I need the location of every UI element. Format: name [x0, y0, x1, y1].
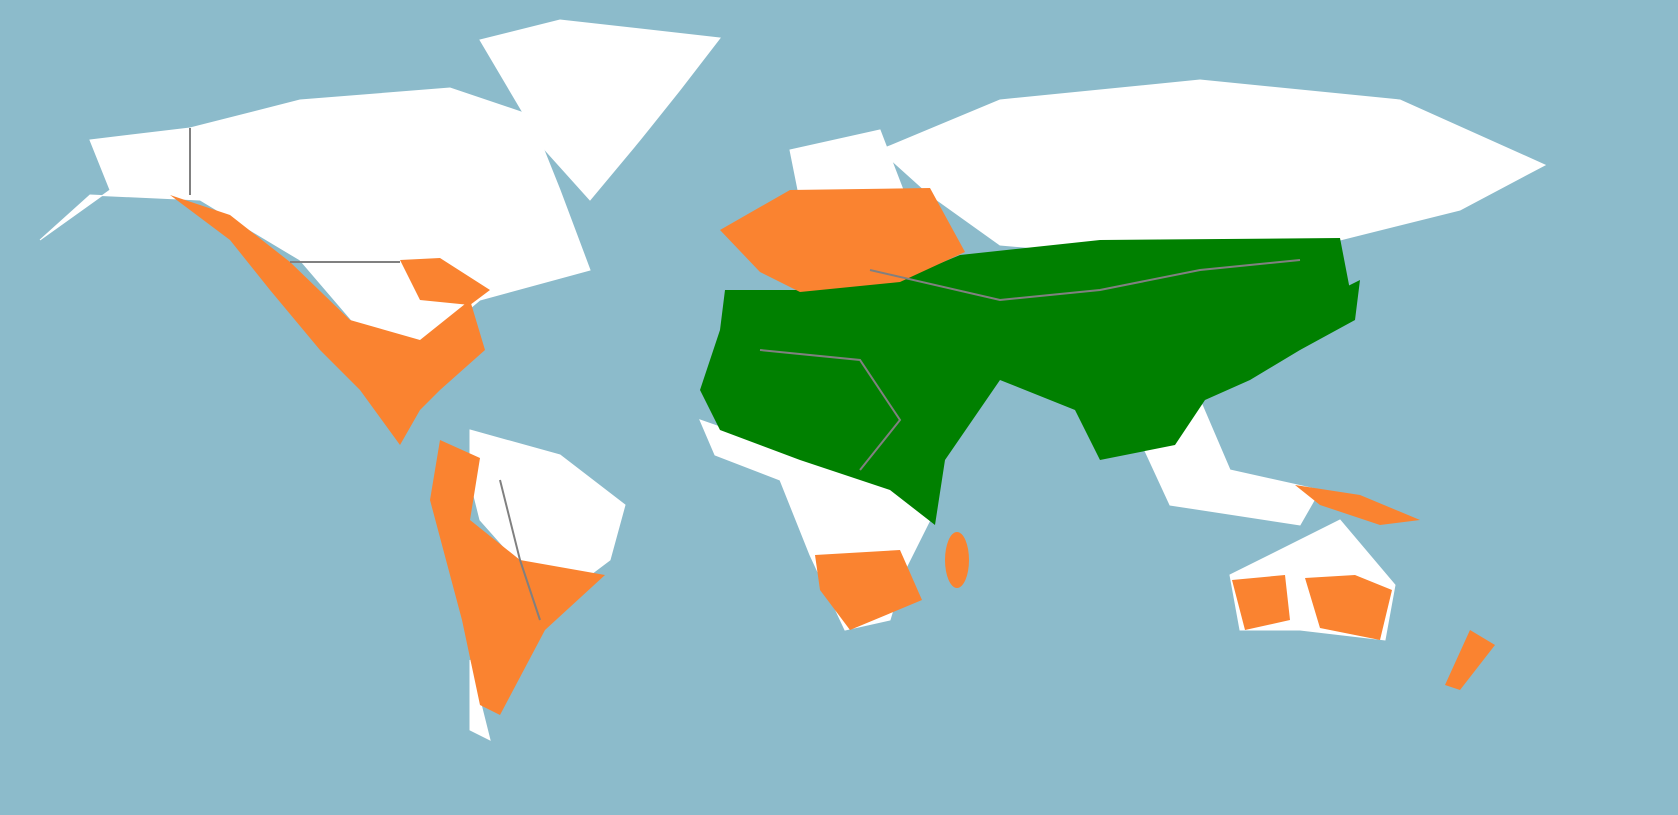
orange-regions	[170, 188, 1495, 715]
orange-southern-africa	[815, 550, 922, 630]
country-borders	[189, 128, 1301, 621]
orange-west-australia	[1232, 575, 1290, 630]
border-line	[869, 259, 1301, 302]
orange-europe	[720, 188, 965, 292]
green-regions	[700, 238, 1360, 525]
greenland	[479, 19, 721, 201]
orange-south-america	[430, 440, 605, 715]
orange-new-guinea	[1295, 485, 1420, 525]
border-line	[759, 349, 902, 471]
orange-madagascar	[945, 532, 969, 588]
orange-new-zealand	[1445, 630, 1495, 690]
border-line	[499, 479, 541, 621]
russia	[879, 79, 1547, 263]
orange-east-australia	[1305, 575, 1392, 640]
orange-great-lakes	[400, 258, 490, 305]
green-eurasia-africa	[700, 238, 1350, 525]
green-japan	[1295, 280, 1360, 350]
orange-north-america-west	[170, 195, 485, 445]
